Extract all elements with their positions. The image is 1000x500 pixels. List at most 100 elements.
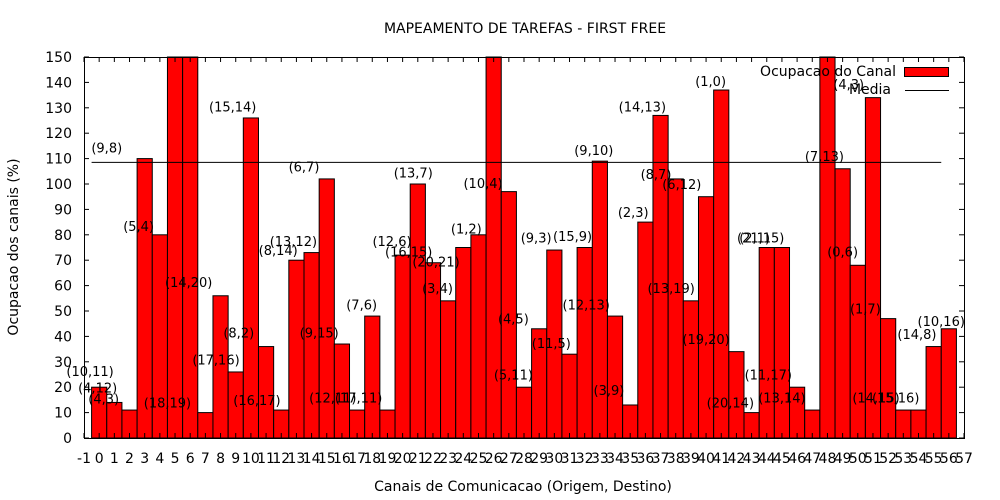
bar-annotation: (7,6)	[346, 299, 377, 314]
bar	[773, 247, 791, 439]
legend: Ocupacao do Canal Media	[760, 64, 949, 98]
bar	[682, 300, 699, 439]
x-tick-label: 1	[110, 451, 119, 467]
bar-annotation: (9,15)	[300, 327, 339, 342]
bar-annotation: (5,11)	[494, 369, 533, 384]
x-tick-label: 49	[834, 451, 852, 467]
x-tick-label: 27	[500, 451, 518, 467]
x-tick-label: 32	[576, 451, 594, 467]
y-tick-label: 130	[45, 101, 72, 117]
bar-annotation: (5,4)	[123, 220, 154, 235]
y-tick-label: 10	[54, 406, 72, 422]
x-tick-label: 36	[636, 451, 654, 467]
legend-label-bars: Ocupacao do Canal	[760, 64, 896, 80]
bar-annotation: (2,1)	[739, 231, 770, 246]
bar	[728, 351, 745, 439]
bar-annotation: (9,10)	[574, 144, 613, 159]
bar	[409, 183, 426, 439]
x-tick-label: 24	[454, 451, 472, 467]
x-tick-label: 16	[333, 451, 351, 467]
bar-annotation: (13,14)	[758, 391, 805, 406]
x-tick-label: 19	[379, 451, 397, 467]
x-tick-label: 8	[216, 451, 225, 467]
bar	[182, 56, 199, 439]
x-tick-label: 53	[894, 451, 912, 467]
y-tick-label: 60	[54, 279, 72, 295]
x-tick-label: 31	[561, 451, 579, 467]
x-tick-label: 26	[485, 451, 503, 467]
bar-annotation: (7,13)	[805, 150, 844, 165]
x-tick-label: 55	[925, 451, 943, 467]
bar	[455, 247, 472, 439]
bar	[470, 234, 487, 439]
x-tick-label: 39	[682, 451, 700, 467]
bar-annotation: (13,19)	[647, 282, 694, 297]
x-tick-label: 30	[545, 451, 563, 467]
y-tick-label: 150	[45, 50, 72, 66]
bar-annotation: (8,14)	[259, 244, 298, 259]
bar	[106, 401, 123, 439]
bar	[515, 386, 533, 439]
legend-label-mean: Media	[849, 82, 891, 98]
y-tick-label: 110	[45, 152, 72, 168]
bar-annotation: (16,17)	[233, 394, 280, 409]
x-axis-label: Canais de Comunicacao (Origem, Destino)	[374, 479, 672, 495]
bar-annotation: (1,7)	[850, 303, 881, 318]
bar-annotation: (14,15)	[852, 391, 899, 406]
x-tick-label: 37	[652, 451, 670, 467]
bar-annotation: (20,14)	[707, 397, 754, 412]
x-tick-label: 22	[424, 451, 442, 467]
bar	[440, 300, 457, 439]
bar-annotation: (11,5)	[532, 337, 571, 352]
x-tick-label: 23	[439, 451, 457, 467]
annotations-group: (10,11)(4,12)(4,3)(9,8)(5,4)(18,19)(14,2…	[66, 75, 965, 411]
x-tick-label: 4	[155, 451, 164, 467]
bar	[925, 346, 942, 439]
bar	[288, 259, 305, 439]
bar-annotation: (8,2)	[223, 327, 254, 342]
x-tick-label: 10	[242, 451, 260, 467]
bar-annotation: (21,15)	[737, 231, 784, 246]
y-tick-label: 50	[54, 304, 72, 320]
bar	[880, 318, 897, 439]
bar-annotation: (6,12)	[662, 178, 701, 193]
bar	[667, 178, 684, 439]
y-tick-label: 140	[45, 75, 72, 91]
y-axis-label: Ocupacao dos canais (%)	[6, 158, 22, 335]
x-tick-label: 3	[140, 451, 149, 467]
bar	[242, 117, 259, 439]
bar-annotation: (13,7)	[394, 167, 433, 182]
bar	[576, 247, 593, 439]
bar-annotation: (4,3)	[88, 393, 119, 408]
chart-title: MAPEAMENTO DE TAREFAS - FIRST FREE	[384, 21, 666, 37]
bar-annotation: (15,14)	[209, 101, 256, 116]
y-tick-label: 0	[63, 431, 72, 447]
bar-annotation: (15,16)	[872, 391, 919, 406]
bar-annotation: (10,11)	[66, 365, 113, 380]
bar	[864, 97, 882, 439]
bar-annotation: (8,7)	[641, 168, 672, 183]
bar-annotation: (6,7)	[289, 160, 320, 175]
bar	[303, 252, 320, 439]
x-tick-label: 45	[773, 451, 791, 467]
bar-annotation: (2,3)	[618, 206, 649, 221]
bar-annotation: (13,12)	[270, 235, 317, 250]
x-tick-label: 34	[606, 451, 624, 467]
x-tick-label: 38	[667, 451, 685, 467]
x-tick-label: 12	[272, 451, 290, 467]
bar-annotation: (20,21)	[412, 256, 459, 271]
x-tick-label: 50	[849, 451, 867, 467]
x-tick-label: 47	[803, 451, 821, 467]
x-tick-label: 56	[940, 451, 958, 467]
x-tick-label: 20	[394, 451, 412, 467]
bar-annotation: (19,20)	[682, 333, 729, 348]
x-tick-label: 14	[303, 451, 321, 467]
bar-annotation: (16,15)	[385, 245, 432, 260]
y-tick-label: 20	[54, 380, 72, 396]
x-tick-label: 5	[171, 451, 180, 467]
x-tick-label: 18	[363, 451, 381, 467]
bar-annotation: (12,13)	[563, 299, 610, 314]
x-tick-label: 15	[318, 451, 336, 467]
